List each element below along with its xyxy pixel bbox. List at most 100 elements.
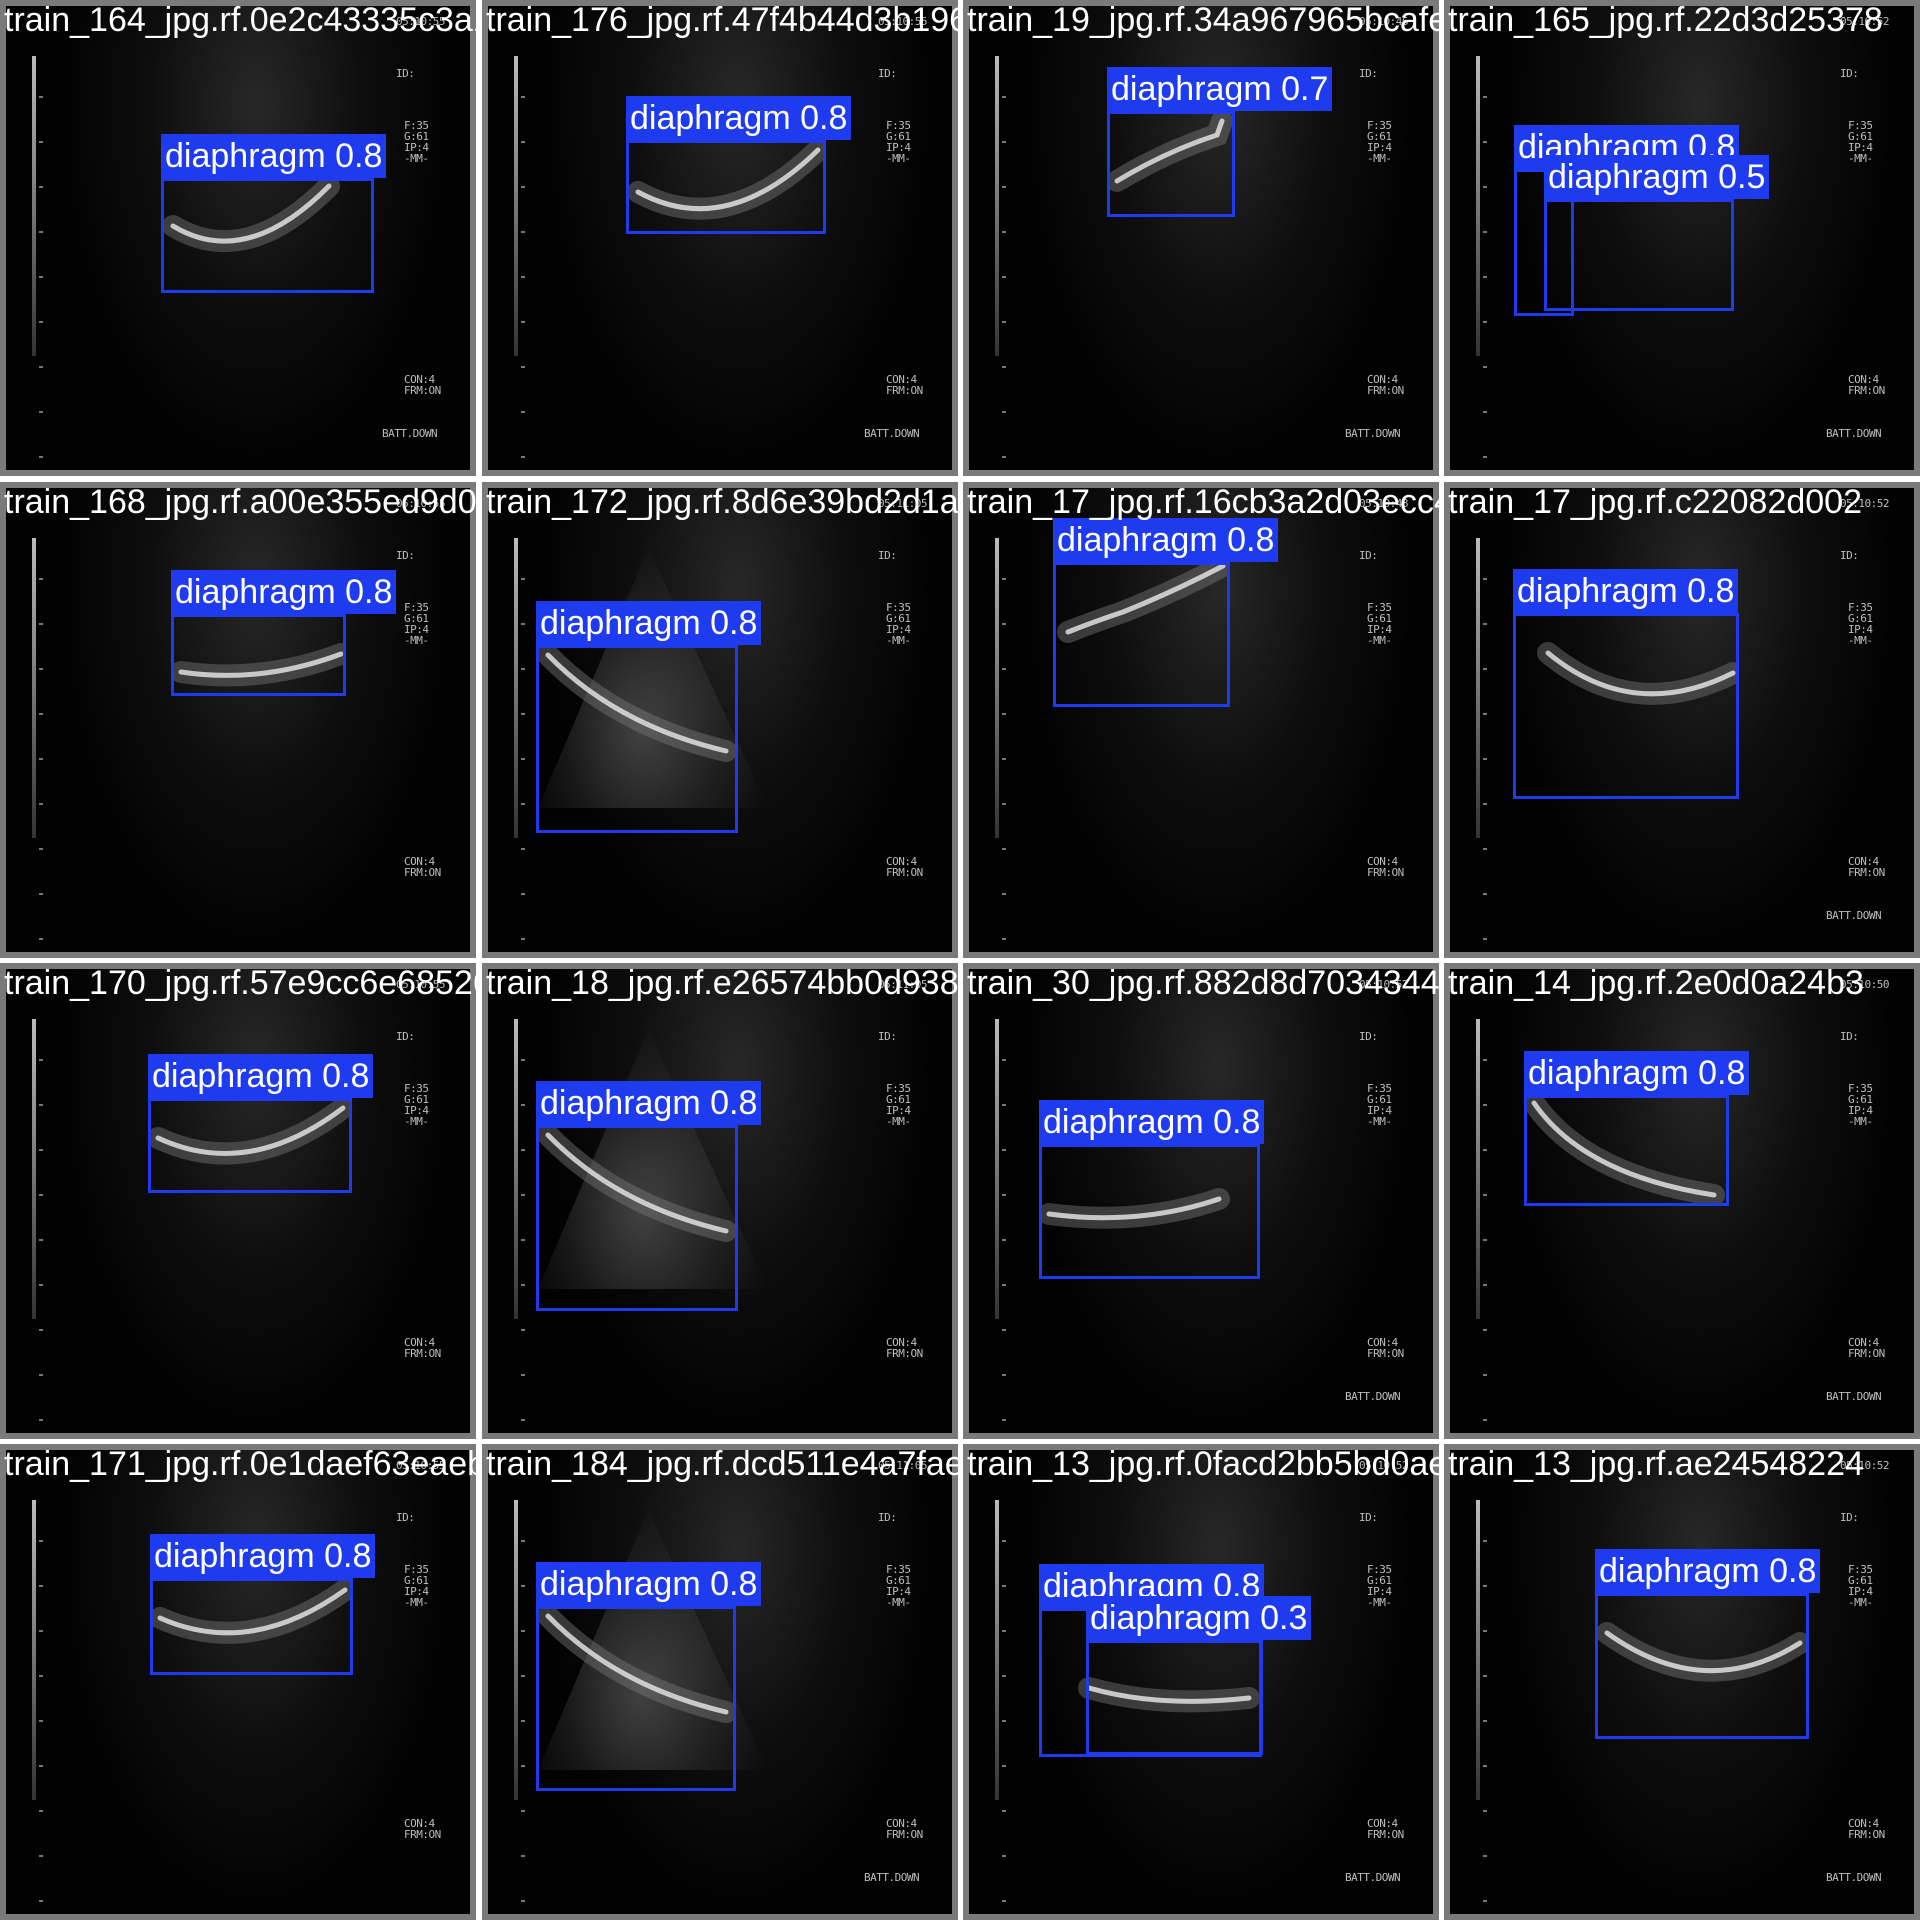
depth-tick xyxy=(39,456,43,458)
depth-tick xyxy=(39,1675,43,1677)
patient-id: ID: xyxy=(1840,549,1859,562)
scan-params: F:35 G:61 IP:4 -MM- xyxy=(404,1082,429,1128)
depth-tick xyxy=(1483,623,1487,625)
detection-box[interactable] xyxy=(1595,1593,1809,1739)
grayscale-bar xyxy=(32,538,36,838)
image-filename: train_18_jpg.rf.e26574bb0d938cdf3001a xyxy=(486,964,958,1002)
scan-time: 05:10:55 xyxy=(396,497,445,510)
depth-tick xyxy=(39,1900,43,1902)
scan-time: 05:10:55 xyxy=(396,1459,445,1472)
depth-tick xyxy=(521,1900,525,1902)
scan-time: 05:10:55 xyxy=(396,15,445,28)
scan-params: F:35 G:61 IP:4 -MM- xyxy=(1367,1563,1392,1609)
detection-box[interactable] xyxy=(1053,562,1230,707)
result-tile[interactable]: 05:10:55 ID: F:35 G:61 IP:4 -MM- CON:4 FRM:… xyxy=(0,0,476,476)
detection-box[interactable] xyxy=(1513,613,1739,799)
depth-tick xyxy=(39,578,43,580)
scan-params: F:35 G:61 IP:4 -MM- xyxy=(886,1563,911,1609)
scan-time: 05:11:05 xyxy=(878,1459,927,1472)
result-tile[interactable]: 05:10:50 ID: F:35 G:61 IP:4 -MM- CON:4 FRM:… xyxy=(1444,963,1920,1439)
detection-box[interactable] xyxy=(171,614,346,696)
grayscale-bar xyxy=(1476,56,1480,356)
result-tile[interactable]: 05:11:05 ID: F:35 G:61 IP:4 -MM- CON:4 FRM:… xyxy=(482,482,958,958)
detection-box[interactable] xyxy=(1086,1640,1263,1755)
detection-box[interactable] xyxy=(536,1125,738,1311)
depth-tick xyxy=(39,623,43,625)
depth-tick xyxy=(39,893,43,895)
ultrasound-image: 05:10:55 ID: F:35 G:61 IP:4 -MM- CON:4 FRM:… xyxy=(6,1450,470,1914)
depth-tick xyxy=(1483,1104,1487,1106)
detection-label: diaphragm 0.8 xyxy=(171,570,397,614)
image-filename: train_14_jpg.rf.2e0d0a24b3 xyxy=(1448,964,1864,1002)
result-tile[interactable]: 05:11:05 ID: F:35 G:61 IP:4 -MM- CON:4 FRM:… xyxy=(482,1444,958,1920)
depth-tick xyxy=(1002,1810,1006,1812)
result-tile[interactable]: 05:10:52 ID: F:35 G:61 IP:4 -MM- CON:4 FRM:… xyxy=(1444,482,1920,958)
detection-box[interactable] xyxy=(1524,1095,1729,1206)
grayscale-bar xyxy=(995,56,999,356)
detection-box[interactable] xyxy=(536,1606,736,1791)
result-tile[interactable]: 05:10:55 ID: F:35 G:61 IP:4 -MM- CON:4 FRM:… xyxy=(0,963,476,1439)
result-tile[interactable]: 05:10:55 ID: F:35 G:61 IP:4 -MM- CON:4 FRM:… xyxy=(482,0,958,476)
con-frm-readout: CON:4 FRM:ON xyxy=(1848,373,1885,397)
depth-tick xyxy=(521,321,525,323)
ultrasound-sector xyxy=(66,969,446,1419)
result-tile[interactable]: 05:10:52 ID: F:35 G:61 IP:4 -MM- CON:4 FRM:… xyxy=(963,1444,1439,1920)
depth-tick xyxy=(521,276,525,278)
result-tile[interactable]: 05:11:05 ID: F:35 G:61 IP:4 -MM- CON:4 FRM:… xyxy=(482,963,958,1439)
battery-warning: BATT.DOWN xyxy=(1345,1390,1401,1403)
detection-box[interactable] xyxy=(148,1098,352,1193)
depth-tick xyxy=(1002,1720,1006,1722)
detection-box[interactable] xyxy=(1107,111,1235,217)
depth-tick xyxy=(39,1239,43,1241)
scan-params: F:35 G:61 IP:4 -MM- xyxy=(886,1082,911,1128)
detection-box[interactable] xyxy=(626,140,826,234)
detection-box[interactable] xyxy=(1039,1144,1260,1279)
scan-time: 05:10:52 xyxy=(1840,15,1889,28)
depth-tick xyxy=(521,1855,525,1857)
result-tile[interactable]: 05:10:52 ID: F:35 G:61 IP:4 -MM- CON:4 FRM:… xyxy=(1444,1444,1920,1920)
detection-label: diaphragm 0.8 xyxy=(536,1562,762,1606)
ultrasound-image: 05:10:46 ID: F:35 G:61 IP:4 -MM- CON:4 FRM:… xyxy=(969,6,1433,470)
depth-tick xyxy=(1483,1374,1487,1376)
detection-label: diaphragm 0.8 xyxy=(626,96,852,140)
detection-box[interactable] xyxy=(1544,199,1734,311)
detection-box[interactable] xyxy=(536,645,738,833)
ultrasound-sector xyxy=(1029,969,1409,1419)
depth-tick xyxy=(39,366,43,368)
scan-time: 05:10:52 xyxy=(1840,497,1889,510)
image-filename: train_168_jpg.rf.a00e355ed9d0fa8f23a3442… xyxy=(4,483,476,521)
depth-tick xyxy=(1002,1059,1006,1061)
detection-box[interactable] xyxy=(150,1578,353,1675)
depth-tick xyxy=(39,411,43,413)
result-tile[interactable]: 05:10:52 ID: F:35 G:61 IP:4 -MM- CON:4 FRM:… xyxy=(963,963,1439,1439)
result-tile[interactable]: 05:10:55 ID: F:35 G:61 IP:4 -MM- CON:4 FRM:… xyxy=(0,482,476,958)
result-tile[interactable]: 05:10:46 ID: F:35 G:61 IP:4 -MM- CON:4 FRM:… xyxy=(963,0,1439,476)
depth-tick xyxy=(39,848,43,850)
patient-id: ID: xyxy=(878,67,897,80)
result-tile[interactable]: 05:10:48 ID: F:35 G:61 IP:4 -MM- CON:4 FRM:… xyxy=(963,482,1439,958)
grayscale-bar xyxy=(32,56,36,356)
ultrasound-sector xyxy=(1510,1450,1890,1900)
detection-box[interactable] xyxy=(161,178,374,293)
battery-warning: BATT.DOWN xyxy=(1826,909,1882,922)
depth-tick xyxy=(521,1675,525,1677)
result-tile[interactable]: 05:10:55 ID: F:35 G:61 IP:4 -MM- CON:4 FRM:… xyxy=(0,1444,476,1920)
depth-tick xyxy=(1002,276,1006,278)
ultrasound-image: 05:10:52 ID: F:35 G:61 IP:4 -MM- CON:4 FRM:… xyxy=(1450,488,1914,952)
depth-tick xyxy=(39,186,43,188)
depth-tick xyxy=(1483,758,1487,760)
depth-tick xyxy=(521,1810,525,1812)
scan-time: 05:11:05 xyxy=(878,497,927,510)
scan-params: F:35 G:61 IP:4 -MM- xyxy=(886,119,911,165)
depth-tick xyxy=(39,1149,43,1151)
depth-tick xyxy=(521,713,525,715)
depth-tick xyxy=(521,1239,525,1241)
result-tile[interactable]: 05:10:52 ID: F:35 G:61 IP:4 -MM- CON:4 FRM:… xyxy=(1444,0,1920,476)
depth-tick xyxy=(1002,1540,1006,1542)
depth-tick xyxy=(1483,1720,1487,1722)
grayscale-bar xyxy=(995,1019,999,1319)
depth-tick xyxy=(1483,1900,1487,1902)
depth-tick xyxy=(39,1765,43,1767)
depth-tick xyxy=(39,713,43,715)
con-frm-readout: CON:4 FRM:ON xyxy=(404,1336,441,1360)
